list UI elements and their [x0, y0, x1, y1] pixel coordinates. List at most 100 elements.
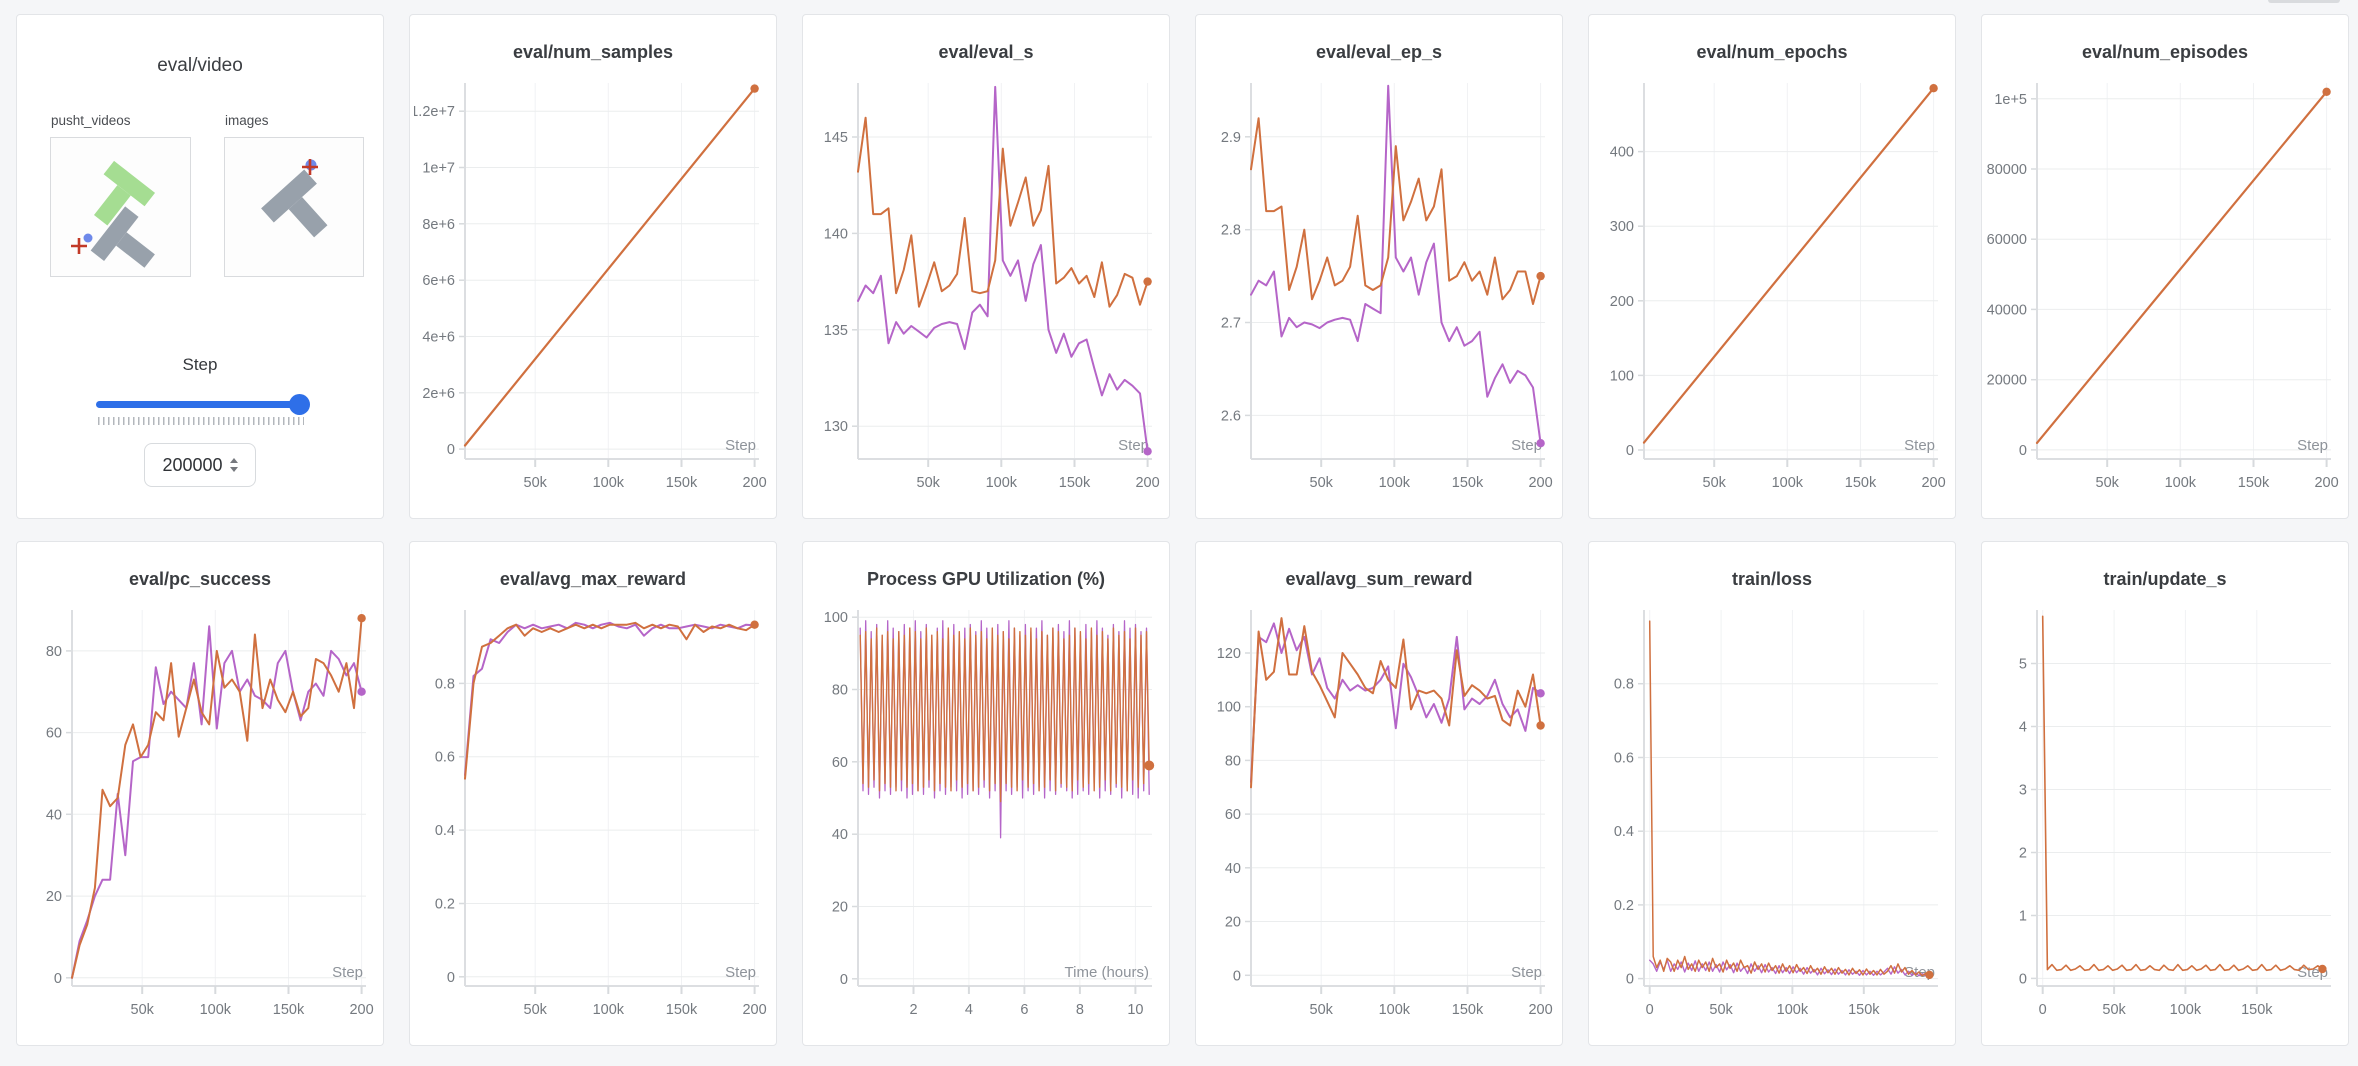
- svg-text:Step: Step: [725, 964, 756, 981]
- svg-text:150k: 150k: [1452, 1002, 1484, 1018]
- panel-eval-pc-success[interactable]: eval/pc_success 0 20 40 60 80 50k 100k 150k 200 S…: [16, 541, 384, 1046]
- svg-text:100k: 100k: [200, 1002, 232, 1018]
- svg-text:200: 200: [742, 1002, 766, 1018]
- pusht-video-thumbnail[interactable]: [50, 137, 191, 277]
- svg-text:140: 140: [824, 226, 848, 242]
- line-chart: 2.6 2.7 2.8 2.9 50k 100k 150k 200 Step: [1200, 75, 1558, 499]
- panel-eval-num-episodes[interactable]: eval/num_episodes 0 20000 40000 60000 80000 1…: [1981, 14, 2349, 519]
- media-panel-title: eval/video: [157, 55, 243, 76]
- svg-text:200: 200: [1135, 475, 1159, 491]
- step-value-input[interactable]: 200000: [144, 443, 256, 487]
- svg-text:100k: 100k: [1379, 1002, 1411, 1018]
- gray-t-block: [90, 206, 155, 268]
- svg-text:20000: 20000: [1987, 373, 2027, 389]
- svg-text:150k: 150k: [273, 1002, 305, 1018]
- svg-text:200: 200: [742, 475, 766, 491]
- svg-text:8: 8: [1076, 1002, 1084, 1018]
- images-thumbnail[interactable]: [224, 137, 364, 277]
- chart-title: eval/num_samples: [512, 42, 674, 62]
- chart-title: eval/eval_ep_s: [1315, 42, 1443, 62]
- pusht-scene-graphic: [71, 160, 156, 268]
- step-spinner: [229, 458, 238, 472]
- svg-text:100: 100: [1217, 700, 1241, 716]
- panel-eval-num-samples[interactable]: eval/num_samples 0 2e+6 4e+6 6e+6 8e+6 1e+7 1.…: [409, 14, 777, 519]
- svg-text:150k: 150k: [2241, 1002, 2273, 1018]
- step-slider-tick-ruler: [98, 417, 304, 425]
- chart-title: eval/pc_success: [128, 569, 272, 589]
- svg-text:100k: 100k: [1772, 475, 1804, 491]
- panel-train-update-s[interactable]: train/update_s 0 1 2 3 4 5 0 50k 100k 150k Step: [1981, 541, 2349, 1046]
- spinner-up-icon[interactable]: [229, 458, 238, 463]
- svg-text:2.7: 2.7: [1221, 316, 1241, 332]
- svg-text:2.9: 2.9: [1221, 130, 1241, 146]
- svg-text:4e+6: 4e+6: [422, 330, 455, 346]
- svg-text:100: 100: [1610, 368, 1634, 384]
- spinner-down-icon[interactable]: [229, 467, 238, 472]
- svg-text:Step: Step: [1511, 437, 1542, 454]
- panel-eval-num-epochs[interactable]: eval/num_epochs 0 100 200 300 400 50k 100k 150k…: [1588, 14, 1956, 519]
- svg-text:1e+7: 1e+7: [422, 161, 455, 177]
- panel-eval-eval-ep-s[interactable]: eval/eval_ep_s 2.6 2.7 2.8 2.9 50k 100k 150k 20…: [1195, 14, 1563, 519]
- svg-text:0.2: 0.2: [1614, 898, 1634, 914]
- svg-text:3: 3: [2019, 783, 2027, 799]
- line-chart: 0 20000 40000 60000 80000 1e+5 50k 100k 150k 200 S…: [1986, 75, 2344, 499]
- svg-text:100k: 100k: [986, 475, 1018, 491]
- chart-title: eval/avg_sum_reward: [1285, 569, 1473, 589]
- svg-text:50k: 50k: [1703, 475, 1727, 491]
- panel-train-loss[interactable]: train/loss 0 0.2 0.4 0.6 0.8 0 50k 100k 150k Step: [1588, 541, 1956, 1046]
- svg-text:100k: 100k: [1379, 475, 1411, 491]
- svg-text:50k: 50k: [1709, 1002, 1733, 1018]
- svg-text:0.2: 0.2: [435, 897, 455, 913]
- svg-text:150k: 150k: [2238, 475, 2270, 491]
- chart-title: eval/eval_s: [938, 42, 1034, 62]
- line-chart: 0 2e+6 4e+6 6e+6 8e+6 1e+7 1.2e+7 50k 100k 150k 20…: [410, 75, 772, 499]
- svg-text:200: 200: [1528, 1002, 1552, 1018]
- svg-text:40000: 40000: [1987, 302, 2027, 318]
- chart-title: train/update_s: [2103, 569, 2227, 589]
- svg-text:Step: Step: [1511, 964, 1542, 981]
- svg-text:130: 130: [824, 419, 848, 435]
- svg-text:60: 60: [832, 755, 848, 771]
- svg-text:400: 400: [1610, 145, 1634, 161]
- svg-text:0: 0: [840, 972, 848, 988]
- svg-text:0: 0: [2019, 971, 2027, 987]
- svg-text:300: 300: [1610, 219, 1634, 235]
- svg-text:20: 20: [46, 889, 62, 905]
- step-slider-handle[interactable]: [289, 394, 310, 415]
- panel-process-gpu-utilization[interactable]: Process GPU Utilization (%) 0 20 40 60 80 100…: [802, 541, 1170, 1046]
- svg-text:150k: 150k: [666, 475, 698, 491]
- media-key-label-pusht-videos: pusht_videos: [51, 113, 131, 128]
- svg-text:150k: 150k: [666, 1002, 698, 1018]
- images-scene-graphic: [261, 159, 328, 238]
- svg-text:200: 200: [1528, 475, 1552, 491]
- svg-text:Step: Step: [1118, 437, 1149, 454]
- svg-text:Time (hours): Time (hours): [1065, 964, 1149, 981]
- step-slider[interactable]: [96, 394, 310, 415]
- svg-text:50k: 50k: [1310, 1002, 1334, 1018]
- gray-t-block: [261, 169, 328, 238]
- svg-text:200: 200: [2314, 475, 2338, 491]
- svg-text:0: 0: [2039, 1002, 2047, 1018]
- panel-eval-avg-sum-reward[interactable]: eval/avg_sum_reward 0 20 40 60 80 100 120 50k 10…: [1195, 541, 1563, 1046]
- svg-text:0.4: 0.4: [1614, 824, 1634, 840]
- line-chart: 0 1 2 3 4 5 0 50k 100k 150k Step: [1986, 602, 2344, 1026]
- svg-text:60: 60: [46, 726, 62, 742]
- svg-text:10: 10: [1127, 1002, 1143, 1018]
- target-cross: [71, 238, 87, 254]
- panel-eval-eval-s[interactable]: eval/eval_s 130 135 140 145 50k 100k 150k 200 St…: [802, 14, 1170, 519]
- svg-text:0: 0: [447, 970, 455, 986]
- svg-text:50k: 50k: [917, 475, 941, 491]
- svg-text:0: 0: [1233, 968, 1241, 984]
- panel-eval-video[interactable]: eval/video pusht_videos images: [16, 14, 384, 519]
- svg-text:1: 1: [2019, 909, 2027, 925]
- panel-eval-avg-max-reward[interactable]: eval/avg_max_reward 0 0.2 0.4 0.6 0.8 50k 100k…: [409, 541, 777, 1046]
- line-chart: 0 20 40 60 80 100 2 4 6 8 10 Time (hours): [807, 602, 1165, 1026]
- svg-text:80000: 80000: [1987, 162, 2027, 178]
- svg-text:100: 100: [824, 610, 848, 626]
- svg-text:80: 80: [46, 644, 62, 660]
- svg-text:20: 20: [832, 900, 848, 916]
- svg-text:50k: 50k: [131, 1002, 155, 1018]
- svg-text:200: 200: [1610, 294, 1634, 310]
- svg-text:150k: 150k: [1059, 475, 1091, 491]
